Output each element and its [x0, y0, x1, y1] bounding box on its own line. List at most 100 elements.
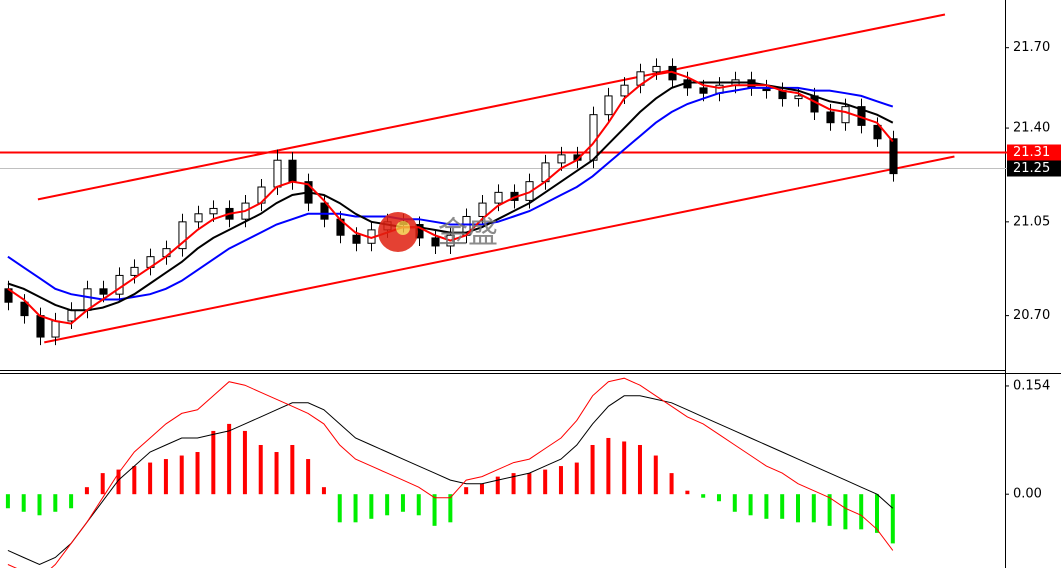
price-label: 21.31 — [1013, 145, 1050, 160]
histogram-bar — [748, 494, 753, 516]
candle-body — [273, 159, 282, 188]
candle-body — [99, 288, 108, 295]
histogram-bar — [732, 494, 737, 512]
histogram-bar — [321, 487, 326, 495]
histogram-bar — [195, 452, 200, 495]
candle-body — [478, 202, 487, 217]
histogram-bar — [890, 494, 895, 544]
histogram-bar — [764, 494, 769, 519]
histogram-bar — [637, 444, 642, 495]
histogram-bar — [258, 444, 263, 495]
histogram-bar — [622, 441, 627, 495]
candle-body — [873, 124, 882, 140]
histogram-bar — [148, 462, 153, 495]
candle-body — [794, 95, 803, 100]
moving-average — [7, 86, 894, 301]
candle-body — [288, 159, 297, 183]
y-tick-label: 0.00 — [1013, 487, 1042, 502]
histogram-bar — [416, 494, 421, 516]
histogram-bar — [669, 473, 674, 495]
histogram-bar — [685, 490, 690, 495]
candle-body — [841, 106, 850, 124]
histogram-bar — [337, 494, 342, 523]
histogram-bar — [511, 473, 516, 495]
histogram-bar — [653, 455, 658, 495]
histogram-bar — [432, 494, 437, 526]
histogram-bar — [574, 462, 579, 495]
watermark-logo-dot — [396, 221, 410, 235]
candle-body — [20, 301, 29, 317]
moving-average — [7, 70, 894, 325]
y-tick-label: 21.40 — [1013, 121, 1050, 136]
histogram-bar — [558, 466, 563, 495]
price-label-box — [1007, 160, 1061, 177]
trend-line — [37, 13, 946, 201]
candle-body — [889, 138, 898, 175]
histogram-bar — [780, 494, 785, 519]
indicator-line — [7, 377, 894, 568]
candle-body — [557, 154, 566, 164]
price-label-box — [1007, 144, 1061, 161]
histogram-bar — [464, 487, 469, 495]
histogram-bar — [827, 494, 832, 526]
histogram-bar — [369, 494, 374, 519]
watermark: 金盛 — [378, 212, 498, 252]
histogram-bar — [400, 494, 405, 512]
histogram-bar — [227, 423, 232, 495]
candle-body — [178, 221, 187, 250]
candle-body — [652, 65, 661, 73]
candle-body — [130, 266, 139, 276]
indicator-line — [7, 395, 894, 566]
candle-body — [36, 315, 45, 338]
y-tick-label: 21.70 — [1013, 40, 1050, 55]
moving-average — [7, 81, 894, 312]
histogram-bar — [811, 494, 816, 523]
histogram-bar — [448, 494, 453, 523]
candle-body — [115, 274, 124, 295]
histogram-bar — [132, 466, 137, 495]
candle-body — [431, 237, 440, 247]
histogram-bar — [306, 459, 311, 495]
histogram-bar — [606, 437, 611, 495]
watermark-text: 金盛 — [438, 216, 498, 251]
histogram-bar — [527, 473, 532, 495]
histogram-bar — [37, 494, 42, 516]
trend-line — [44, 155, 955, 344]
histogram-bar — [843, 494, 848, 530]
histogram-bar — [84, 487, 89, 495]
y-tick-label: 20.70 — [1013, 308, 1050, 323]
histogram-bar — [211, 430, 216, 495]
histogram-bar — [274, 452, 279, 495]
histogram-bar — [53, 494, 58, 512]
histogram-bar — [163, 459, 168, 495]
candle-body — [67, 309, 76, 322]
candle-body — [320, 202, 329, 220]
candle-body — [826, 111, 835, 124]
candle-body — [620, 84, 629, 97]
histogram-bar — [543, 469, 548, 495]
histogram-bar — [701, 494, 706, 498]
histogram-bar — [716, 494, 721, 502]
histogram-bar — [100, 473, 105, 495]
histogram-bar — [21, 494, 26, 512]
candle-body — [51, 320, 60, 338]
histogram-bar — [353, 494, 358, 523]
candle-body — [194, 213, 203, 223]
histogram-bar — [116, 469, 121, 495]
y-tick-label: 21.05 — [1013, 214, 1050, 229]
candle-body — [352, 234, 361, 244]
histogram-bar — [290, 444, 295, 495]
y-tick-label: 0.154 — [1013, 378, 1050, 393]
histogram-bar — [875, 494, 880, 533]
candle-body — [209, 207, 218, 215]
candle-body — [699, 87, 708, 94]
histogram-bar — [795, 494, 800, 523]
histogram-bar — [5, 494, 10, 509]
histogram-bar — [179, 455, 184, 495]
price-label: 21.25 — [1013, 161, 1050, 176]
candle-body — [589, 114, 598, 161]
candle-body — [494, 191, 503, 204]
candle-body — [604, 95, 613, 116]
